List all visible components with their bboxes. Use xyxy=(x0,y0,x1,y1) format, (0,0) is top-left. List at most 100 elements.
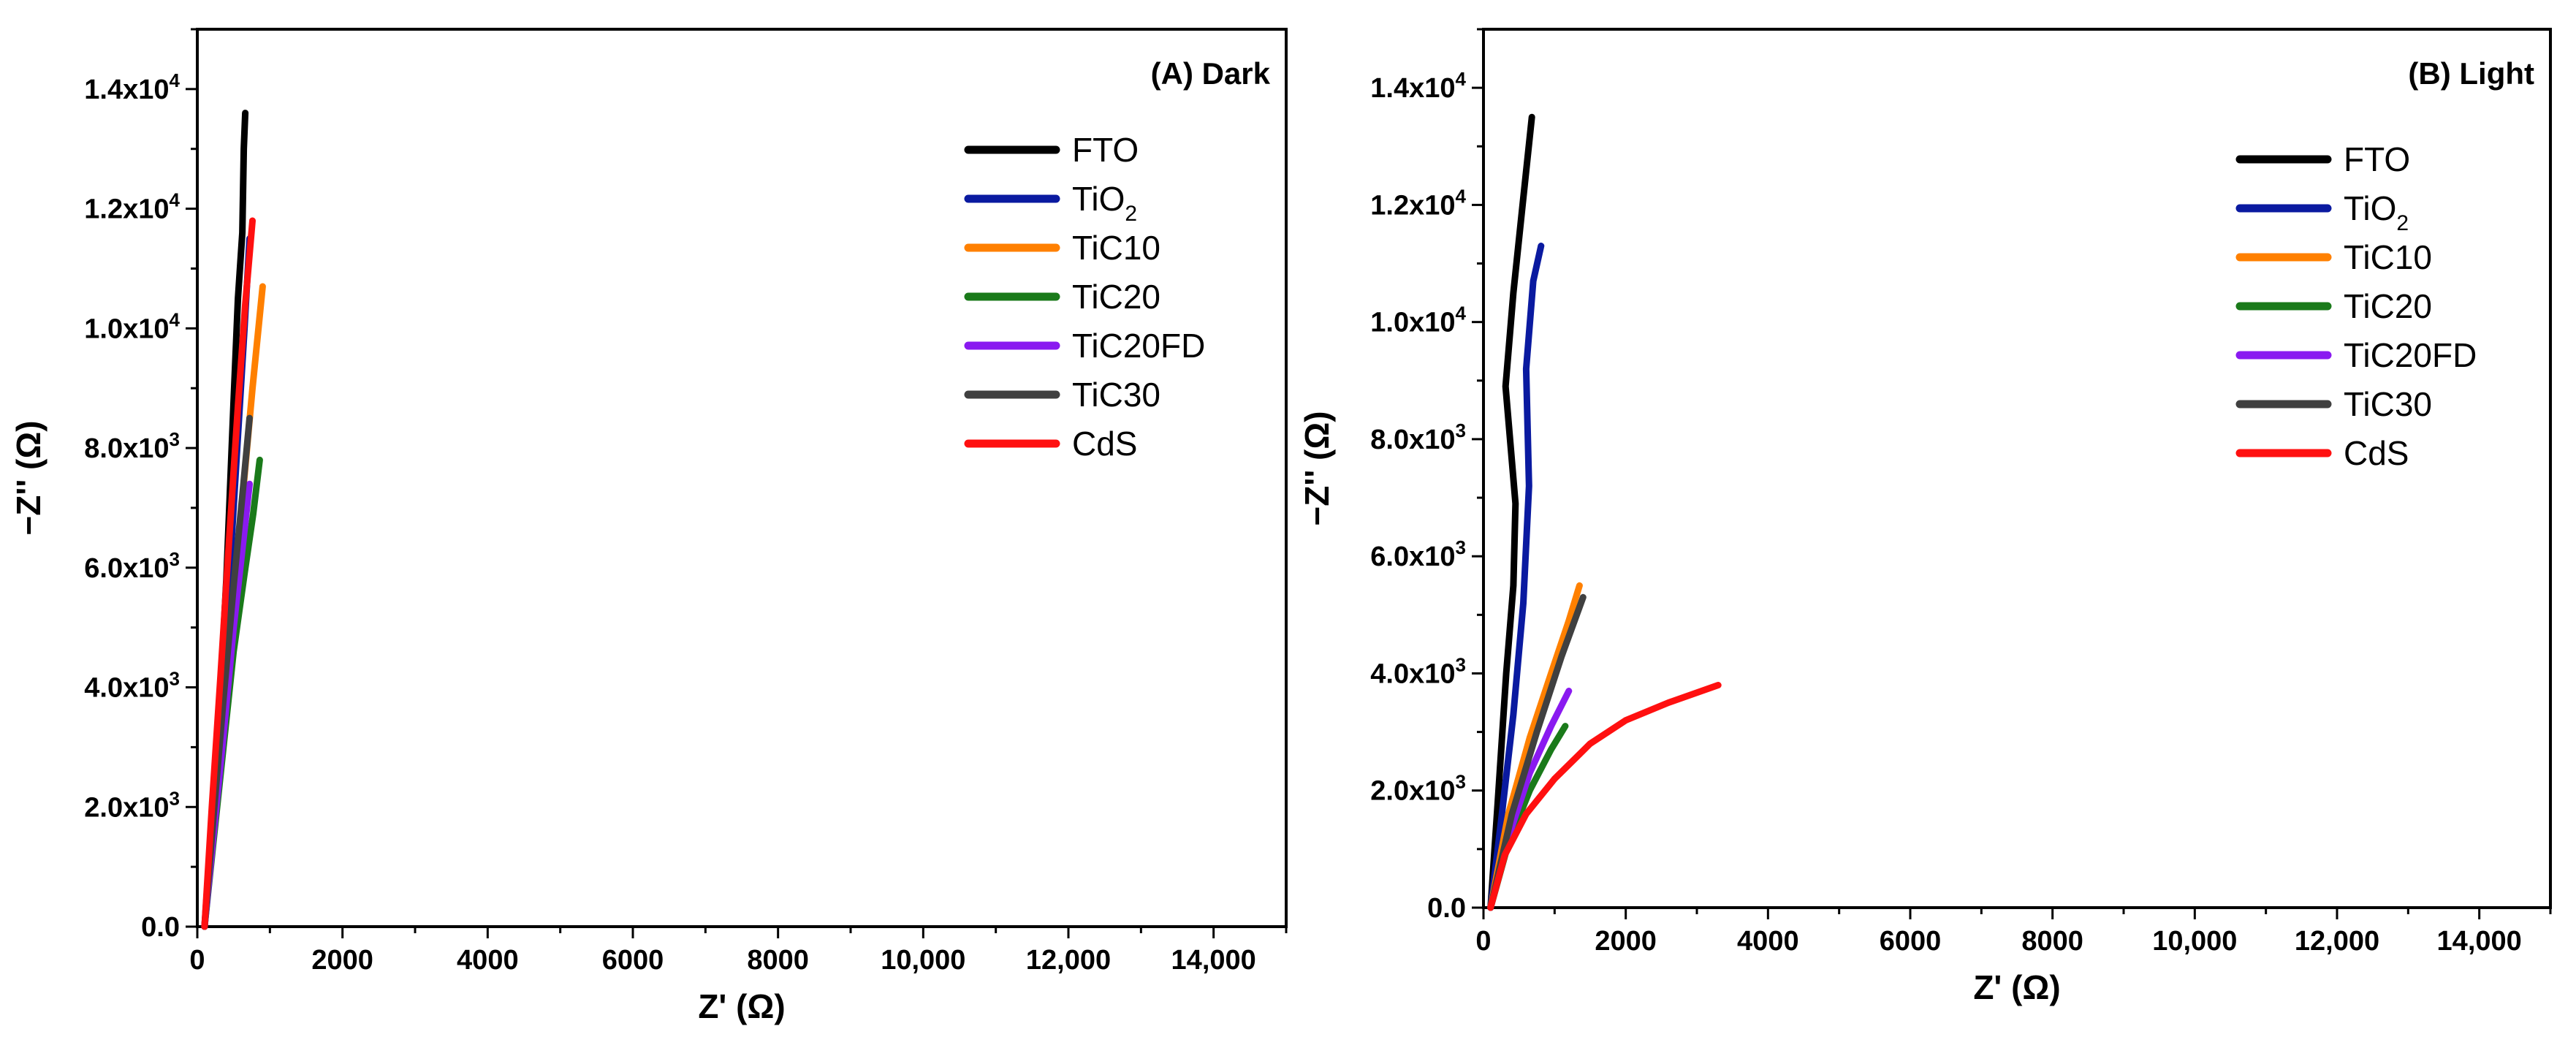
series-line-cds xyxy=(1487,682,1722,911)
legend-label-main: TiC10 xyxy=(1072,229,1160,267)
x-tick-label: 12,000 xyxy=(2295,926,2379,957)
y-tick-label: 1.2x104 xyxy=(1370,185,1466,221)
y-tick-mantissa: 4.0x10 xyxy=(1370,658,1455,689)
y-tick-exponent: 4 xyxy=(1456,185,1467,207)
legend-label: TiC20 xyxy=(1072,278,1160,316)
legend-item-fto: FTO xyxy=(964,131,1139,169)
y-tick-label: 1.0x104 xyxy=(1370,303,1466,338)
panel-light: 0 2000 4000 6000 8000 10,000 12,000 14,000 0.0 2.… xyxy=(1298,28,2552,1006)
panel-dark: 0 2000 4000 6000 8000 10,000 12,000 14,000 0.0 2.… xyxy=(10,28,1288,1025)
plot-frame xyxy=(196,28,1288,928)
y-tick-label: 2.0x103 xyxy=(84,787,180,823)
legend-label-main: TiC30 xyxy=(1072,376,1160,414)
y-tick-label: 0.0 xyxy=(141,912,180,943)
x-tick-label: 6000 xyxy=(602,945,664,976)
y-tick-mantissa: 8.0x10 xyxy=(84,433,169,464)
y-tick-exponent: 3 xyxy=(1456,419,1466,441)
y-tick-exponent: 3 xyxy=(1456,536,1466,558)
legend-label: TiC20FD xyxy=(2344,336,2477,374)
y-tick-mantissa: 1.4x10 xyxy=(84,75,169,105)
panel-title: (B) Light xyxy=(2408,56,2534,91)
y-tick-label: 4.0x103 xyxy=(1370,653,1466,689)
legend-label-main: FTO xyxy=(2344,140,2410,178)
x-tick-label: 0 xyxy=(189,945,205,976)
legend-label: FTO xyxy=(2344,140,2410,178)
y-tick-mantissa: 0.0 xyxy=(141,912,180,943)
legend-label: TiO2 xyxy=(2344,189,2409,235)
plot-frame xyxy=(1482,28,2552,909)
legend-label-main: TiC20FD xyxy=(1072,327,1205,365)
legend-label: CdS xyxy=(1072,425,1137,463)
legend-label: TiO2 xyxy=(1072,180,1137,226)
y-tick-mantissa: 2.0x10 xyxy=(1370,776,1455,807)
y-tick-exponent: 4 xyxy=(170,308,181,330)
series-line-fto xyxy=(1487,113,1535,911)
x-tick-label: 4000 xyxy=(457,945,519,976)
y-tick-exponent: 3 xyxy=(170,428,180,450)
legend-label-main: TiO xyxy=(2344,189,2396,227)
legend-label: CdS xyxy=(2344,434,2409,472)
legend-label-main: TiC20 xyxy=(2344,287,2432,325)
y-tick-label: 6.0x103 xyxy=(1370,536,1466,572)
legend-label: FTO xyxy=(1072,131,1139,169)
x-axis-title: Z' (Ω) xyxy=(1973,968,2060,1006)
x-tick-label: 14,000 xyxy=(2437,926,2522,957)
y-tick-mantissa: 1.4x10 xyxy=(1370,73,1455,104)
y-tick-exponent: 4 xyxy=(1456,68,1467,90)
y-tick-label: 8.0x103 xyxy=(84,428,180,464)
legend-item-cds: CdS xyxy=(964,425,1137,463)
legend-label: TiC20 xyxy=(2344,287,2432,325)
legend-item-tic20: TiC20 xyxy=(2235,287,2432,325)
y-tick-mantissa: 6.0x10 xyxy=(84,553,169,584)
legend-label: TiC20FD xyxy=(1072,327,1205,365)
y-tick-mantissa: 1.2x10 xyxy=(84,194,169,225)
y-tick-label: 4.0x103 xyxy=(84,668,180,704)
x-tick-label: 4000 xyxy=(1737,926,1799,957)
legend-label-main: CdS xyxy=(1072,425,1137,463)
y-tick-exponent: 3 xyxy=(170,668,180,690)
legend-item-fto: FTO xyxy=(2235,140,2410,178)
y-tick-mantissa: 1.2x10 xyxy=(1370,190,1455,221)
x-tick-label: 8000 xyxy=(2021,926,2083,957)
legend-item-tic10: TiC10 xyxy=(964,229,1160,267)
y-tick-mantissa: 6.0x10 xyxy=(1370,542,1455,572)
legend-label-main: TiC10 xyxy=(2344,238,2432,276)
y-axis-title: −Z'' (Ω) xyxy=(10,420,48,535)
legend-label-main: TiC20 xyxy=(1072,278,1160,316)
legend-item-tic20: TiC20 xyxy=(964,278,1160,316)
y-tick-exponent: 3 xyxy=(1456,653,1466,675)
legend-label-main: CdS xyxy=(2344,434,2409,472)
y-tick-label: 8.0x103 xyxy=(1370,419,1466,455)
y-tick-label: 1.2x104 xyxy=(84,189,180,225)
legend-label: TiC30 xyxy=(2344,385,2432,423)
y-tick-label: 2.0x103 xyxy=(1370,771,1466,807)
y-tick-exponent: 3 xyxy=(1456,771,1466,793)
legend-item-tic30: TiC30 xyxy=(964,376,1160,414)
legend-label-subscript: 2 xyxy=(2396,211,2409,235)
x-tick-label: 6000 xyxy=(1880,926,1942,957)
legend-item-tic20fd: TiC20FD xyxy=(964,327,1205,365)
y-tick-mantissa: 8.0x10 xyxy=(1370,425,1455,455)
legend-label-main: TiC20FD xyxy=(2344,336,2477,374)
legend-label: TiC10 xyxy=(2344,238,2432,276)
legend-label-main: TiC30 xyxy=(2344,385,2432,423)
y-tick-exponent: 4 xyxy=(170,69,181,91)
y-axis-title: −Z'' (Ω) xyxy=(1298,411,1336,525)
legend-item-cds: CdS xyxy=(2235,434,2409,472)
y-tick-label: 6.0x103 xyxy=(84,548,180,584)
y-tick-mantissa: 4.0x10 xyxy=(84,673,169,704)
x-tick-label: 10,000 xyxy=(2152,926,2237,957)
legend-label-main: TiO xyxy=(1072,180,1125,218)
legend-item-tio2: TiO2 xyxy=(964,180,1137,226)
x-tick-label: 2000 xyxy=(311,945,373,976)
series-line-tio2 xyxy=(1487,243,1545,911)
legend-item-tio2: TiO2 xyxy=(2235,189,2409,235)
y-tick-mantissa: 2.0x10 xyxy=(84,792,169,823)
legend-label-main: FTO xyxy=(1072,131,1139,169)
x-axis-title: Z' (Ω) xyxy=(698,987,785,1025)
x-tick-label: 10,000 xyxy=(881,945,965,976)
y-tick-exponent: 3 xyxy=(170,787,180,809)
x-tick-label: 12,000 xyxy=(1026,945,1111,976)
legend-label-subscript: 2 xyxy=(1125,202,1137,226)
